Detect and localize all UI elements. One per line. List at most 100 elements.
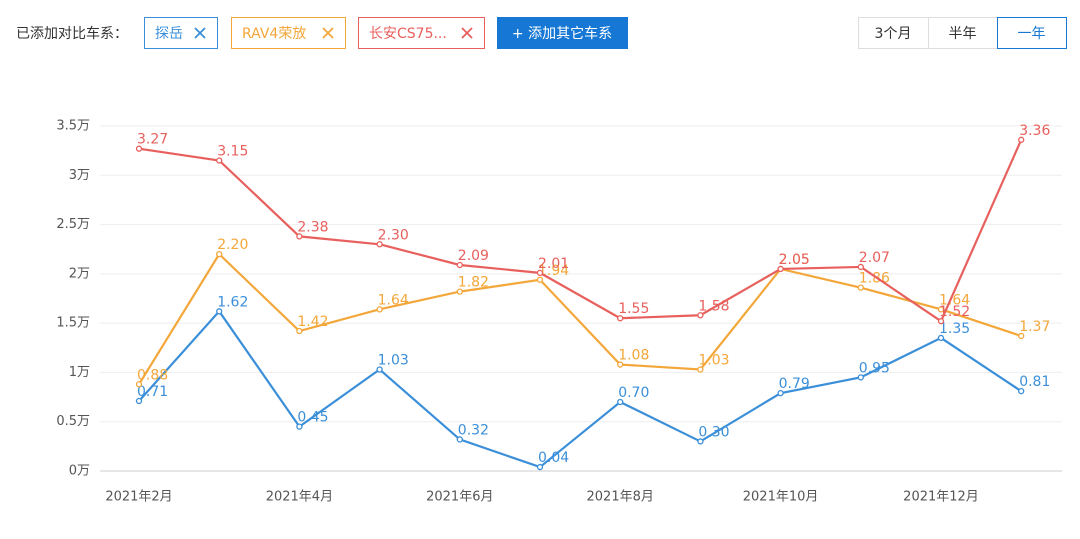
point: [1018, 136, 1025, 143]
y-tick-label: 2.5万: [56, 217, 90, 232]
point: [296, 423, 303, 430]
data-label: 1.55: [618, 301, 649, 317]
point: [1018, 332, 1025, 340]
point: [536, 269, 544, 277]
point: [135, 145, 143, 152]
data-label: 1.62: [217, 294, 248, 310]
series-tag-label[interactable]: 探岳: [155, 26, 183, 42]
point: [216, 250, 223, 258]
point: [777, 389, 784, 397]
point: [216, 308, 223, 315]
remove-icon[interactable]: [461, 27, 473, 39]
data-label: 2.01: [538, 256, 569, 272]
data-label: 0.04: [538, 450, 569, 466]
data-label: 1.42: [297, 314, 328, 330]
data-label: 1.82: [458, 275, 489, 291]
point: [617, 398, 624, 406]
x-tick-label: 2021年8月: [587, 490, 654, 505]
point: [536, 276, 544, 283]
point: [1018, 388, 1025, 395]
tags: 探岳 RAV4荣放 长安CS75...: [144, 17, 485, 49]
point: [456, 288, 463, 295]
x-tick-label: 2021年6月: [426, 490, 493, 505]
data-label: 1.03: [698, 352, 729, 368]
data-label: 0.95: [859, 360, 890, 376]
y-tick-label: 3万: [69, 168, 90, 183]
range-buttons: 3个月 半年 一年: [858, 17, 1067, 49]
point: [697, 366, 704, 373]
point: [376, 306, 383, 313]
data-label: 2.30: [378, 227, 409, 243]
point: [376, 241, 383, 248]
data-label: 0.32: [458, 422, 489, 438]
data-label: 2.20: [217, 237, 248, 253]
point: [456, 261, 463, 269]
point: [135, 397, 143, 405]
point: [937, 334, 945, 342]
x-tick-label: 2021年2月: [105, 490, 172, 505]
y-tick-label: 2万: [69, 266, 90, 281]
series-tag-label[interactable]: 长安CS75...: [369, 26, 447, 42]
point: [937, 318, 945, 325]
point: [536, 463, 544, 471]
data-label: 2.07: [859, 250, 890, 266]
data-label: 3.27: [137, 132, 168, 148]
data-label: 0.81: [1019, 374, 1050, 390]
series-tag[interactable]: [358, 17, 485, 49]
series-line: [138, 252, 1022, 385]
point: [857, 374, 864, 381]
series-line: [138, 309, 1022, 469]
range-button[interactable]: [997, 17, 1067, 49]
range-button-label[interactable]: 3个月: [875, 26, 912, 42]
point: [296, 327, 303, 335]
data-label: 0.45: [297, 410, 328, 426]
y-tick-label: 3.5万: [56, 119, 90, 134]
y-tick-label: 0万: [69, 464, 90, 479]
compare-label: 已添加对比车系：: [16, 25, 128, 42]
x-tick-label: 2021年12月: [903, 490, 979, 505]
point: [135, 381, 143, 388]
x-tick-label: 2021年10月: [743, 490, 819, 505]
point: [617, 361, 624, 368]
data-label: 1.35: [939, 321, 970, 337]
point: [216, 157, 223, 164]
point: [857, 263, 864, 271]
series-tag-label[interactable]: RAV4荣放: [242, 26, 306, 42]
add-button[interactable]: [497, 17, 628, 49]
data-label: 3.15: [217, 144, 248, 160]
point: [617, 315, 624, 322]
data-label: 2.09: [458, 248, 489, 264]
y-tick-label: 0.5万: [56, 414, 90, 429]
range-button[interactable]: [858, 17, 929, 49]
data-label: 3.36: [1019, 123, 1050, 139]
point: [857, 284, 864, 291]
series-tag[interactable]: [231, 17, 346, 49]
range-button[interactable]: [928, 17, 998, 49]
series-line: [138, 139, 1023, 323]
data-label: 0.70: [618, 385, 649, 401]
data-label: 2.05: [779, 252, 810, 268]
data-label: 0.79: [779, 376, 810, 392]
range-button-label[interactable]: 半年: [949, 26, 977, 42]
data-label: 1.64: [378, 292, 409, 308]
add-button-label[interactable]: + 添加其它车系: [512, 25, 612, 42]
point: [697, 438, 704, 445]
point: [937, 306, 945, 313]
range-button-label[interactable]: 一年: [1018, 26, 1046, 42]
data-label: 1.08: [618, 348, 649, 364]
data-label: 1.52: [939, 304, 970, 320]
data-label: 1.94: [538, 263, 569, 279]
remove-icon[interactable]: [322, 27, 334, 39]
remove-icon[interactable]: [194, 27, 206, 39]
point: [376, 366, 383, 373]
data-label: 2.38: [297, 219, 328, 235]
x-tick-label: 2021年4月: [266, 490, 333, 505]
y-tick-label: 1.5万: [56, 316, 90, 331]
data-label: 1.58: [698, 298, 729, 314]
data-label: 1.37: [1019, 319, 1050, 335]
plot: 0万 0.5万 1万 1.5万 2万 2.5万 3万 3.5万 2021年2月 2021年4月 20…: [56, 119, 1062, 505]
series-tag[interactable]: [144, 17, 218, 49]
data-label: 0.88: [137, 367, 168, 383]
data-label: 0.71: [137, 384, 168, 400]
